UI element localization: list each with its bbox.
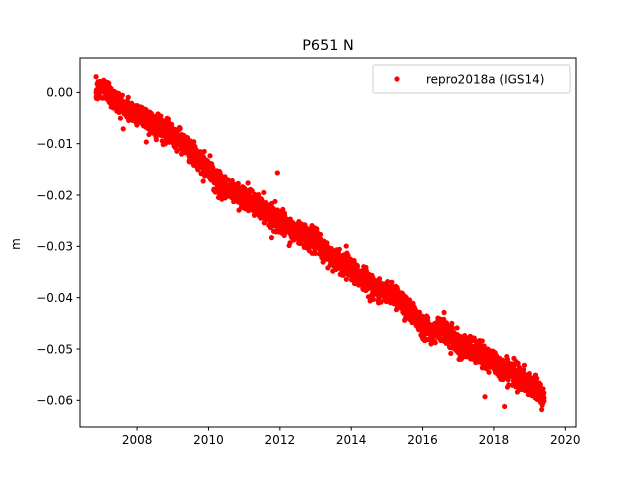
data-point	[515, 360, 521, 366]
data-point	[125, 94, 131, 100]
data-point	[471, 335, 477, 341]
data-point	[108, 85, 114, 92]
data-point	[255, 192, 262, 198]
data-point	[153, 137, 159, 143]
plot-area	[93, 74, 547, 413]
y-tick-label: −0.03	[36, 240, 73, 254]
data-point	[449, 320, 455, 326]
axes-frame	[79, 57, 577, 428]
data-point	[249, 188, 255, 194]
x-tick-label: 2016	[407, 433, 438, 447]
data-point	[320, 259, 326, 265]
data-point	[201, 148, 207, 155]
data-point	[432, 340, 438, 346]
data-point	[376, 276, 383, 282]
data-point	[448, 350, 454, 357]
legend-label: repro2018a (IGS14)	[426, 73, 544, 87]
data-point	[449, 324, 455, 330]
x-tick-label: 2008	[122, 433, 153, 447]
data-point	[370, 296, 377, 303]
series-0	[93, 74, 547, 413]
legend: repro2018a (IGS14)	[372, 64, 571, 94]
data-point	[539, 406, 545, 413]
y-tick-label: −0.04	[36, 291, 73, 305]
y-tick-label: 0.00	[46, 86, 73, 100]
data-point	[336, 246, 342, 252]
data-point	[245, 180, 251, 186]
data-point	[526, 371, 532, 377]
y-tick-label: −0.01	[36, 137, 73, 151]
data-point	[389, 279, 395, 285]
x-tick-label: 2014	[336, 433, 367, 447]
data-point	[312, 250, 318, 257]
data-point	[200, 178, 206, 184]
y-tick-label: −0.05	[36, 342, 73, 356]
data-point	[259, 196, 265, 202]
data-point	[520, 366, 527, 373]
data-point	[268, 235, 275, 241]
data-point	[120, 126, 126, 132]
data-point	[540, 386, 546, 392]
data-point	[177, 125, 183, 132]
data-point	[324, 240, 330, 246]
data-point	[537, 381, 543, 387]
data-point	[143, 139, 149, 145]
data-point	[235, 180, 241, 186]
legend-marker	[394, 76, 400, 82]
data-point	[117, 115, 124, 121]
data-point	[287, 240, 293, 246]
data-point	[385, 278, 391, 285]
axes: 2008 2010 2012 2014 2016 2018 2020 0.00 −0.01 −0.…	[36, 57, 581, 447]
y-tick-label: −0.06	[36, 394, 73, 408]
outlier-point	[502, 403, 508, 410]
x-tick-label: 2018	[479, 433, 510, 447]
data-point	[521, 362, 528, 368]
data-point	[541, 390, 547, 396]
x-tick-label: 2010	[193, 433, 224, 447]
outlier-point	[482, 394, 488, 400]
data-point	[505, 377, 511, 383]
data-point	[479, 338, 485, 344]
data-point	[191, 139, 197, 145]
data-point	[419, 313, 425, 319]
data-point	[343, 243, 349, 249]
data-point	[272, 198, 278, 205]
data-point	[354, 263, 361, 269]
data-point	[481, 343, 487, 349]
data-point	[441, 316, 447, 322]
data-point	[454, 325, 460, 331]
data-point	[207, 153, 213, 159]
data-point	[343, 276, 349, 282]
data-point	[93, 74, 99, 80]
legend-box	[372, 64, 571, 94]
data-point	[378, 299, 384, 305]
y-tick-label: −0.02	[36, 188, 73, 202]
data-point	[261, 189, 267, 196]
data-point	[541, 398, 547, 404]
data-point	[318, 231, 324, 238]
data-point	[441, 309, 447, 316]
data-point	[158, 113, 164, 119]
outlier-point	[274, 170, 280, 176]
x-tick-label: 2012	[265, 433, 296, 447]
data-point	[119, 92, 125, 98]
data-point	[486, 369, 492, 375]
y-axis-label: m	[9, 238, 23, 250]
data-point	[146, 131, 152, 138]
data-point	[534, 375, 540, 381]
chart-title: P651 N	[302, 38, 354, 54]
data-point	[416, 309, 423, 315]
x-tick-label: 2020	[550, 433, 581, 447]
data-point	[425, 315, 431, 321]
